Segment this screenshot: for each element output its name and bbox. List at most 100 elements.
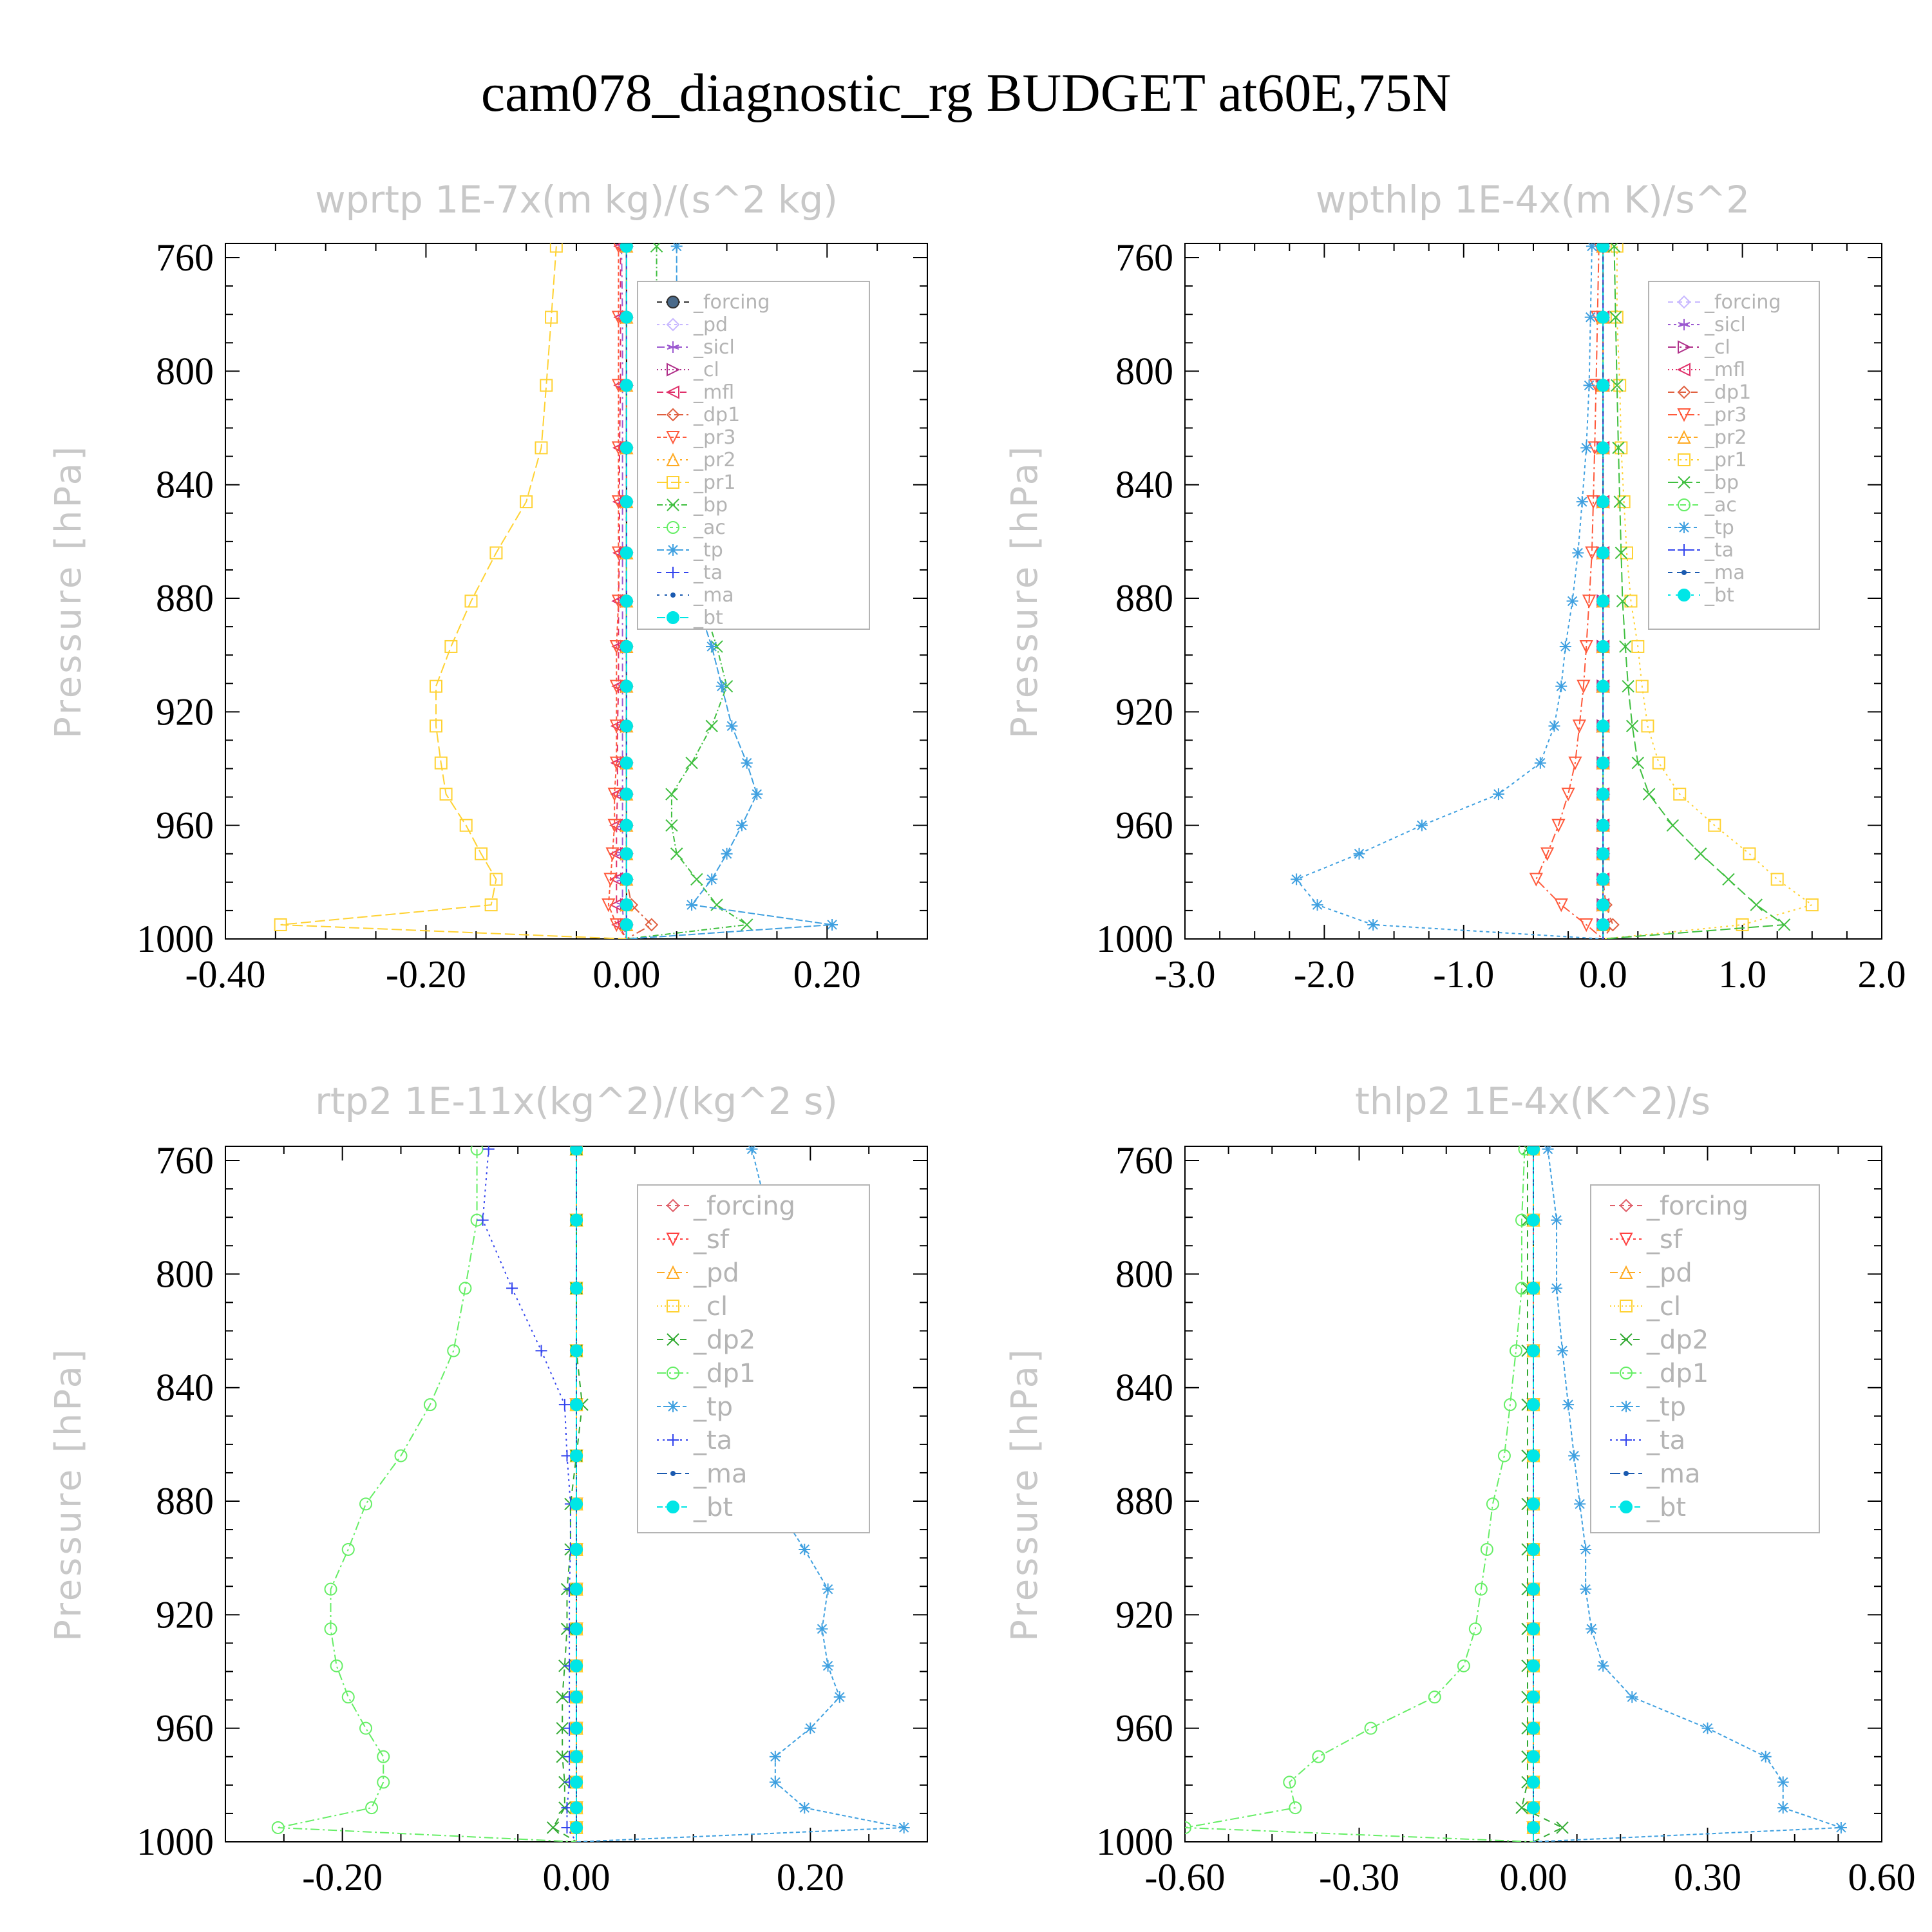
data-point-dp2: [1515, 1801, 1528, 1814]
data-point-bt: [1527, 1821, 1540, 1834]
legend-marker: [665, 385, 679, 399]
data-point-tp: [1559, 640, 1571, 652]
chart-panel-1: wprtp 1E-7x(m kg)/(s^2 kg) 760 800 840 880 92…: [48, 178, 928, 996]
legend-label: _cl: [693, 1292, 728, 1321]
data-point-bt: [570, 1659, 583, 1672]
y-tick-label: 760: [1115, 1139, 1173, 1182]
data-point-dp1: [377, 1750, 390, 1763]
legend-marker: [667, 1501, 679, 1513]
legend-label: _pr1: [1704, 449, 1747, 471]
data-point-pr1: [535, 441, 548, 455]
data-point-bp: [1612, 441, 1625, 455]
legend-label: _ma: [1646, 1459, 1700, 1489]
legend-marker: [1678, 589, 1690, 601]
data-point-pr3: [1582, 594, 1596, 609]
x-tick-label: 0.00: [543, 1856, 611, 1899]
data-point-dp1: [1185, 1821, 1191, 1834]
data-point-bp: [1607, 243, 1621, 253]
data-point-bt: [570, 1213, 583, 1227]
legend-label: _tp: [1704, 516, 1734, 539]
series-line-mfl: [616, 246, 627, 939]
legend-label: _pr1: [693, 471, 735, 494]
data-point-tp: [1835, 1821, 1847, 1833]
data-point-bt: [1596, 847, 1610, 860]
data-point-tp: [799, 1543, 811, 1555]
y-tick-label: 960: [156, 804, 214, 847]
data-point-bt: [570, 1282, 583, 1295]
y-tick-label: 960: [1115, 804, 1173, 847]
legend-label: _bp: [693, 494, 728, 516]
data-point-pr3: [1529, 873, 1543, 887]
data-point-pr1: [545, 310, 558, 324]
data-point-dp1: [324, 1582, 337, 1596]
data-point-dp1: [324, 1622, 337, 1636]
data-point-bt: [1596, 639, 1610, 653]
legend-label: _ta: [1704, 539, 1734, 562]
legend-marker: [666, 1265, 680, 1279]
data-point-dp1: [394, 1449, 408, 1463]
legend-label: _forcing: [1704, 291, 1781, 314]
data-point-bt: [1527, 1146, 1540, 1156]
legend-label: _ma: [693, 584, 734, 607]
legend-marker: [1678, 544, 1690, 556]
data-point-bp: [685, 756, 698, 770]
y-tick-label: 760: [156, 236, 214, 279]
legend-label: _sicl: [1704, 314, 1746, 336]
y-tick-label: 760: [156, 1139, 214, 1182]
legend-label: _mfl: [693, 381, 734, 404]
data-point-dp1: [1428, 1690, 1441, 1704]
data-point-pr1: [1613, 379, 1627, 392]
y-tick-label: 880: [1115, 1480, 1173, 1522]
data-point-pr1: [549, 243, 563, 253]
data-point-tp: [1367, 918, 1379, 931]
legend-label: _bp: [1704, 471, 1739, 494]
y-tick-label: 800: [1115, 1253, 1173, 1295]
data-point-tp: [1534, 757, 1546, 769]
data-point-tp: [1555, 680, 1567, 692]
x-tick-label: 0.00: [592, 953, 660, 996]
legend-label: _cl: [693, 359, 719, 381]
data-point-pr1: [1673, 788, 1687, 801]
data-point-bt: [570, 1398, 583, 1412]
legend-marker: [1677, 295, 1691, 309]
y-tick-label: 960: [156, 1707, 214, 1750]
figure-title: cam078_diagnostic_rg BUDGET at60E,75N: [481, 63, 1451, 123]
data-point-bt: [1596, 379, 1610, 392]
legend-label: _ac: [693, 516, 726, 539]
y-tick-label: 880: [156, 1480, 214, 1522]
data-point-tp: [804, 1722, 817, 1734]
data-point-bt: [1596, 243, 1610, 253]
data-point-pr3: [1561, 788, 1575, 802]
data-point-tp: [1777, 1802, 1789, 1814]
data-point-tp: [1353, 848, 1365, 860]
data-point-dp1: [1364, 1721, 1378, 1735]
legend-marker: [666, 1233, 680, 1247]
data-point-bp: [1642, 788, 1656, 800]
y-tick-label: 1000: [1096, 1821, 1173, 1863]
x-tick-label: -1.0: [1433, 953, 1494, 996]
legend-marker: [667, 567, 679, 578]
legend-label: _ta: [693, 1426, 732, 1455]
data-point-tp: [1580, 1583, 1592, 1595]
legend-marker: [1620, 1333, 1633, 1346]
data-point-tp: [822, 1583, 834, 1595]
data-point-pr1: [1631, 639, 1645, 653]
data-point-tp: [826, 918, 838, 931]
legend-marker: [1619, 1265, 1633, 1279]
legend-label: _cl: [1646, 1292, 1681, 1321]
x-tick-label: -0.20: [302, 1856, 383, 1899]
x-tick-label: 0.00: [1500, 1856, 1567, 1899]
data-point-pr1: [1743, 847, 1756, 860]
data-point-pr1: [1610, 243, 1624, 253]
data-point-pr3: [607, 788, 621, 802]
data-point-bt: [620, 310, 633, 324]
x-tick-label: 0.30: [1674, 1856, 1741, 1899]
data-point-dp1: [377, 1776, 390, 1789]
data-point-dp1: [459, 1282, 472, 1295]
data-point-bp: [1694, 848, 1707, 860]
data-point-bt: [1596, 918, 1610, 931]
data-point-bt: [1527, 1750, 1540, 1763]
data-point-dp1: [1283, 1776, 1296, 1789]
data-point-bt: [1527, 1659, 1540, 1672]
legend-marker: [1619, 1198, 1633, 1213]
